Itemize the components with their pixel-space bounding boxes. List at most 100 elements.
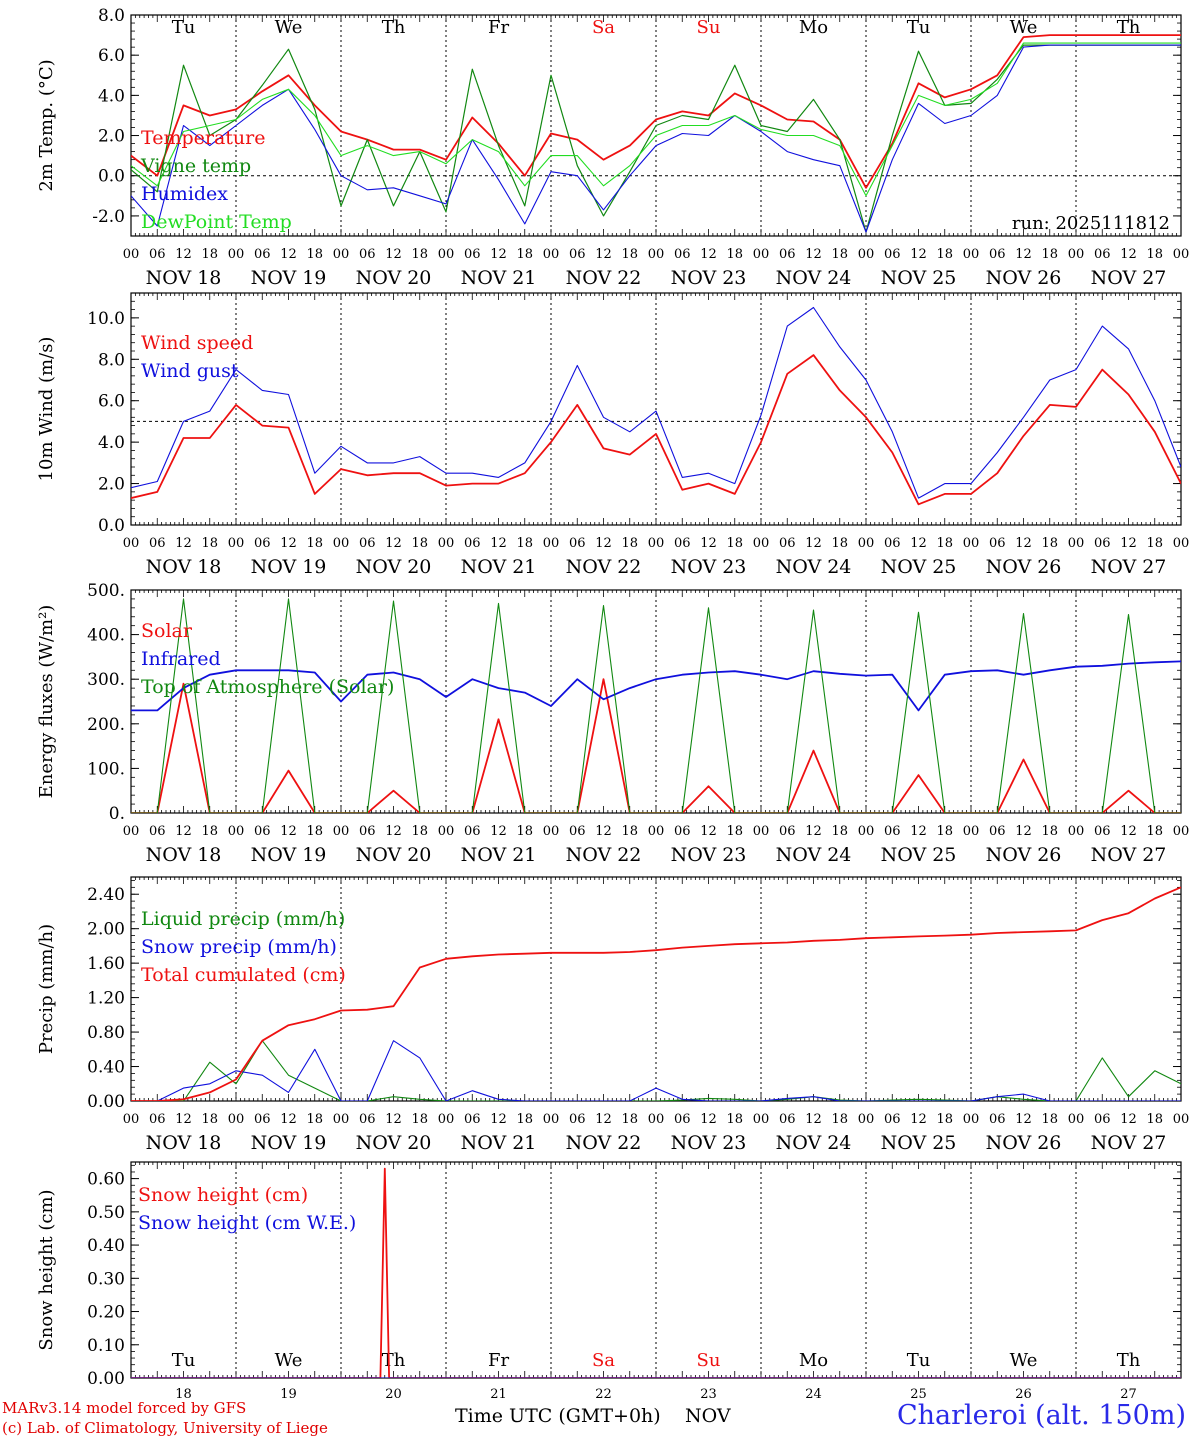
panel-2: 0.0 2.0 4.0 6.0 8.0 10.0 10m Wind (m/s) 00 06 12 1… — [36, 292, 1189, 578]
y-tick-label: 0.20 — [87, 1303, 125, 1323]
series-line-top-of-atmosphere-solar — [131, 598, 1181, 813]
hour-tick-label: 06 — [989, 1112, 1006, 1127]
hour-tick-label: 18 — [726, 824, 743, 839]
weekday-label: Mo — [799, 17, 828, 38]
date-label: NOV 18 — [146, 267, 222, 289]
y-tick-label: 2.40 — [87, 885, 125, 905]
hour-tick-label: 12 — [1015, 1112, 1032, 1127]
day-number-label: 24 — [805, 1387, 822, 1402]
hour-tick-label: 18 — [936, 824, 953, 839]
hour-tick-label: 18 — [411, 824, 428, 839]
hour-tick-label: 06 — [569, 247, 586, 262]
legend-entry: Wind speed — [141, 332, 253, 354]
hour-tick-label: 00 — [123, 247, 140, 262]
series-line-snow-height-cm — [131, 1167, 1181, 1378]
hour-tick-label: 18 — [1041, 824, 1058, 839]
model-credit-line2: (c) Lab. of Climatology, University of L… — [2, 1419, 328, 1437]
hour-tick-label: 18 — [306, 1112, 323, 1127]
panel-3: 0. 100. 200. 300. 400. 500. Energy fluxes (W/m… — [36, 581, 1189, 866]
hour-tick-label: 18 — [831, 536, 848, 551]
legend-entry: DewPoint Temp — [141, 211, 292, 233]
hour-tick-label: 00 — [648, 824, 665, 839]
y-tick-label: 400. — [87, 626, 125, 646]
hour-tick-label: 12 — [490, 536, 507, 551]
series-line-solar — [131, 678, 1181, 813]
hour-tick-label: 18 — [201, 536, 218, 551]
y-tick-label: 0.40 — [87, 1058, 125, 1078]
date-label: NOV 21 — [461, 267, 537, 289]
hour-tick-label: 18 — [516, 247, 533, 262]
hour-tick-label: 18 — [621, 247, 638, 262]
hour-tick-label: 18 — [411, 1112, 428, 1127]
hour-tick-label: 12 — [910, 1112, 927, 1127]
date-label: NOV 21 — [461, 844, 537, 866]
hour-tick-label: 18 — [621, 1112, 638, 1127]
date-label: NOV 27 — [1091, 1132, 1167, 1154]
hour-tick-label: 12 — [385, 1112, 402, 1127]
date-label: NOV 26 — [986, 267, 1062, 289]
hour-tick-label: 06 — [1094, 247, 1111, 262]
y-tick-label: 4.0 — [98, 433, 125, 453]
hour-tick-label: 18 — [831, 1112, 848, 1127]
date-label: NOV 24 — [776, 267, 852, 289]
hour-tick-label: 18 — [936, 536, 953, 551]
y-tick-label: 10.0 — [87, 309, 125, 329]
date-label: NOV 25 — [881, 556, 957, 578]
day-number-label: 22 — [595, 1387, 612, 1402]
weekday-label: Su — [697, 17, 721, 38]
series-group — [131, 1167, 1181, 1378]
hour-tick-label: 06 — [149, 1112, 166, 1127]
legend-entry: Infrared — [141, 648, 221, 670]
y-tick-label: 0. — [109, 804, 125, 824]
hour-tick-label: 12 — [175, 247, 192, 262]
panel-1: -2.0 0.0 2.0 4.0 6.0 8.0 2m Temp. (°C) Tu We Th Fr… — [36, 6, 1189, 289]
hour-tick-label: 18 — [1041, 1112, 1058, 1127]
date-label: NOV 24 — [776, 844, 852, 866]
y-tick-label: 2.0 — [98, 127, 125, 147]
hour-tick-label: 00 — [1068, 1112, 1085, 1127]
date-label: NOV 24 — [776, 556, 852, 578]
hour-tick-label: 12 — [805, 1112, 822, 1127]
legend-entry: Total cumulated (cm) — [141, 964, 346, 986]
hour-tick-label: 18 — [201, 1112, 218, 1127]
date-label: NOV 18 — [146, 1132, 222, 1154]
hour-tick-label: 12 — [385, 536, 402, 551]
run-label: run: 2025111812 — [1012, 213, 1170, 234]
hour-tick-label: 00 — [543, 247, 560, 262]
series-line-infrared — [131, 660, 1181, 712]
hour-tick-label: 12 — [490, 247, 507, 262]
hour-tick-label: 00 — [123, 536, 140, 551]
y-tick-label: 8.0 — [98, 350, 125, 370]
y-tick-label: 2.00 — [87, 920, 125, 940]
date-label: NOV 23 — [671, 1132, 747, 1154]
hour-tick-label: 12 — [385, 247, 402, 262]
day-number-label: 23 — [700, 1387, 717, 1402]
y-tick-label: 6.0 — [98, 392, 125, 412]
date-label: NOV 22 — [566, 844, 642, 866]
legend-entry: Wind gust — [141, 360, 239, 382]
hour-tick-label: 00 — [648, 247, 665, 262]
date-label: NOV 18 — [146, 556, 222, 578]
hour-tick-label: 00 — [1068, 536, 1085, 551]
hour-tick-label: 00 — [1173, 824, 1190, 839]
hour-tick-label: 18 — [201, 824, 218, 839]
hour-tick-label: 00 — [858, 824, 875, 839]
date-label: NOV 20 — [356, 1132, 432, 1154]
y-tick-label: 0.00 — [87, 1092, 125, 1112]
weekday-label: Th — [1117, 1350, 1141, 1371]
hour-tick-label: 12 — [805, 536, 822, 551]
hour-tick-label: 18 — [726, 1112, 743, 1127]
hour-tick-label: 12 — [700, 1112, 717, 1127]
legend-entry: Snow height (cm W.E.) — [138, 1212, 356, 1234]
hour-tick-label: 12 — [280, 536, 297, 551]
hour-tick-label: 12 — [805, 247, 822, 262]
hour-tick-label: 12 — [1015, 536, 1032, 551]
model-credit-line1: MARv3.14 model forced by GFS — [2, 1399, 247, 1417]
date-label: NOV 19 — [251, 556, 327, 578]
hour-tick-label: 06 — [779, 536, 796, 551]
hour-tick-label: 00 — [963, 1112, 980, 1127]
series-line-total-cumulated-cm — [131, 886, 1181, 1101]
hour-tick-label: 00 — [1173, 1112, 1190, 1127]
hour-tick-label: 00 — [753, 247, 770, 262]
hour-tick-label: 18 — [516, 824, 533, 839]
